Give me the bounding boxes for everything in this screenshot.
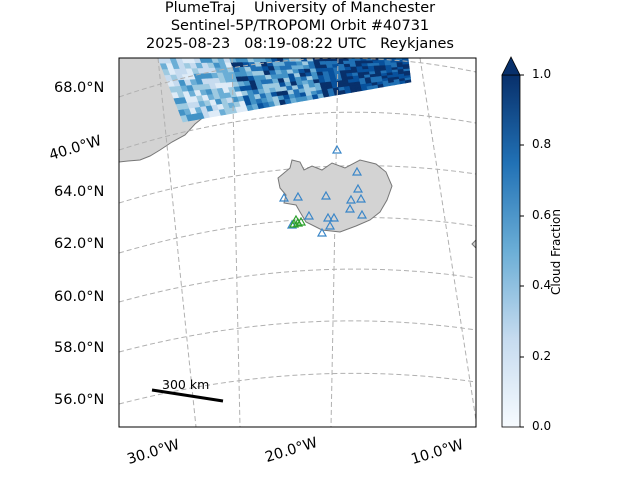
- swath-cell: [377, 83, 385, 89]
- swath-cell: [404, 79, 412, 84]
- scale-bar-label: 300 km: [162, 377, 210, 392]
- cloud-fraction-swath: [157, 58, 412, 123]
- volcano-marker: [320, 190, 332, 200]
- lat-label-58: 58.0°N: [54, 340, 105, 356]
- colorbar-tick-0-4: 0.4: [532, 278, 552, 292]
- volcano-marker: [356, 209, 368, 219]
- title-line-1: PlumeTraj University of Manchester: [164, 0, 436, 16]
- lat-label-60: 60.0°N: [54, 289, 105, 305]
- colorbar-tick-0-2: 0.2: [532, 349, 552, 363]
- swath-cell: [378, 60, 386, 64]
- colorbar-tick-0-8: 0.8: [532, 137, 552, 151]
- colorbar-tick-1-0: 1.0: [532, 67, 552, 81]
- colorbar-tick-0-6: 0.6: [532, 208, 552, 222]
- swath-cell: [361, 86, 368, 91]
- lat-label-68: 68.0°N: [54, 80, 105, 96]
- swath-cell: [349, 63, 357, 68]
- map-frame: [118, 57, 477, 428]
- swath-cell: [372, 84, 379, 90]
- swath-cell: [388, 82, 396, 87]
- colorbar-tick-0-0: 0.0: [532, 419, 552, 433]
- swath-cell: [393, 81, 401, 86]
- volcano-marker: [328, 212, 340, 222]
- lat-label-56: 56.0°N: [54, 392, 105, 408]
- volcano-marker: [352, 183, 364, 193]
- volcano-marker: [316, 227, 328, 237]
- volcano-marker: [286, 219, 298, 229]
- volcano-marker: [331, 144, 343, 154]
- colorbar-label: Cloud Fraction: [549, 209, 563, 295]
- volcano-marker: [278, 192, 290, 202]
- lat-label-64: 64.0°N: [54, 184, 105, 200]
- title-line-3: 2025-08-23 08:19-08:22 UTC Reykjanes: [146, 36, 454, 52]
- colorbar: [501, 74, 521, 428]
- distant-land: [471, 239, 476, 249]
- scale-bar: [151, 388, 224, 403]
- colorbar-extend-triangle: [501, 56, 521, 76]
- volcano-marker: [355, 193, 367, 203]
- map-area: [119, 58, 476, 427]
- swath-cell: [382, 82, 390, 88]
- volcano-marker: [324, 220, 336, 230]
- swath-cell: [350, 88, 358, 93]
- swath-cell: [355, 87, 363, 92]
- colorbar-ticks: [520, 74, 524, 428]
- swath-cell: [366, 85, 374, 90]
- swath-cell: [360, 60, 368, 65]
- title-line-2: Sentinel-5P/TROPOMI Orbit #40731: [170, 18, 430, 34]
- volcano-marker: [322, 212, 334, 222]
- vent-marker: [288, 218, 300, 228]
- swath-cell: [399, 80, 406, 85]
- vent-marker: [295, 216, 307, 226]
- volcano-marker: [292, 191, 304, 201]
- volcano-marker: [344, 203, 356, 213]
- swath-cell: [342, 60, 351, 65]
- volcano-marker: [351, 166, 363, 176]
- volcano-marker: [345, 194, 357, 204]
- volcano-marker: [303, 210, 315, 220]
- volcano-markers: [278, 144, 368, 237]
- lat-label-62: 62.0°N: [54, 236, 105, 252]
